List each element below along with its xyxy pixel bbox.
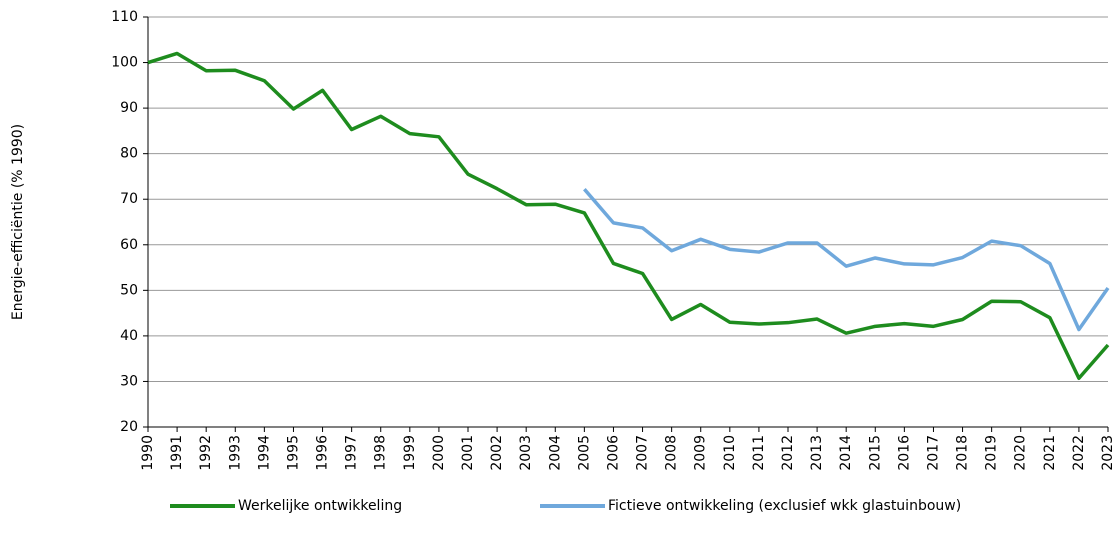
x-tick-label: 2004 — [547, 435, 563, 471]
x-tick-label: 2014 — [838, 435, 854, 471]
x-tick-label: 1998 — [373, 435, 389, 471]
x-tick-label: 2005 — [576, 435, 592, 471]
y-tick-label: 60 — [120, 237, 138, 253]
x-tick-label: 2010 — [722, 435, 738, 471]
x-tick-label: 1995 — [285, 435, 301, 471]
x-tick-label: 2000 — [431, 435, 447, 471]
x-tick-label: 2007 — [635, 435, 651, 471]
x-tick-label: 2023 — [1100, 435, 1116, 471]
x-tick-label: 1996 — [315, 435, 331, 471]
y-tick-label: 20 — [120, 419, 138, 435]
x-tick-label: 2019 — [984, 435, 1000, 471]
x-tick-label: 1994 — [256, 435, 272, 471]
x-tick-label: 2020 — [1013, 435, 1029, 471]
x-tick-label: 1990 — [140, 435, 156, 471]
x-tick-label: 1993 — [227, 435, 243, 471]
y-tick-label: 40 — [120, 328, 138, 344]
y-tick-label: 110 — [111, 9, 138, 25]
x-tick-label: 1992 — [198, 435, 214, 471]
y-axis-label: Energie-efficiëntie (% 1990) — [10, 124, 26, 320]
x-tick-label: 1991 — [169, 435, 185, 471]
x-tick-label: 2015 — [867, 435, 883, 471]
y-tick-label: 30 — [120, 373, 138, 389]
x-tick-label: 1997 — [344, 435, 360, 471]
x-tick-label: 2002 — [489, 435, 505, 471]
line — [583, 188, 1110, 332]
y-tick-label: 50 — [120, 282, 138, 298]
x-tick-label: 2011 — [751, 435, 767, 471]
y-tick-label: 100 — [111, 55, 138, 71]
x-tick-label: 2008 — [664, 435, 680, 471]
y-tick-label: 80 — [120, 146, 138, 162]
x-tick-label: 2012 — [780, 435, 796, 471]
legend-label: Werkelijke ontwikkeling — [238, 498, 402, 514]
x-tick-label: 2017 — [925, 435, 941, 471]
x-tick-label: 2006 — [605, 435, 621, 471]
x-tick-label: 2022 — [1071, 435, 1087, 471]
line — [147, 51, 1110, 381]
x-tick-label: 2001 — [460, 435, 476, 471]
x-tick-label: 2013 — [809, 435, 825, 471]
x-tick-label: 2003 — [518, 435, 534, 471]
x-tick-label: 2018 — [955, 435, 971, 471]
y-tick-label: 90 — [120, 100, 138, 116]
x-tick-label: 1999 — [402, 435, 418, 471]
x-tick-label: 2021 — [1042, 435, 1058, 471]
y-tick-label: 70 — [120, 191, 138, 207]
legend-label: Fictieve ontwikkeling (exclusief wkk gla… — [608, 498, 961, 514]
x-tick-label: 2009 — [693, 435, 709, 471]
x-tick-label: 2016 — [896, 435, 912, 471]
